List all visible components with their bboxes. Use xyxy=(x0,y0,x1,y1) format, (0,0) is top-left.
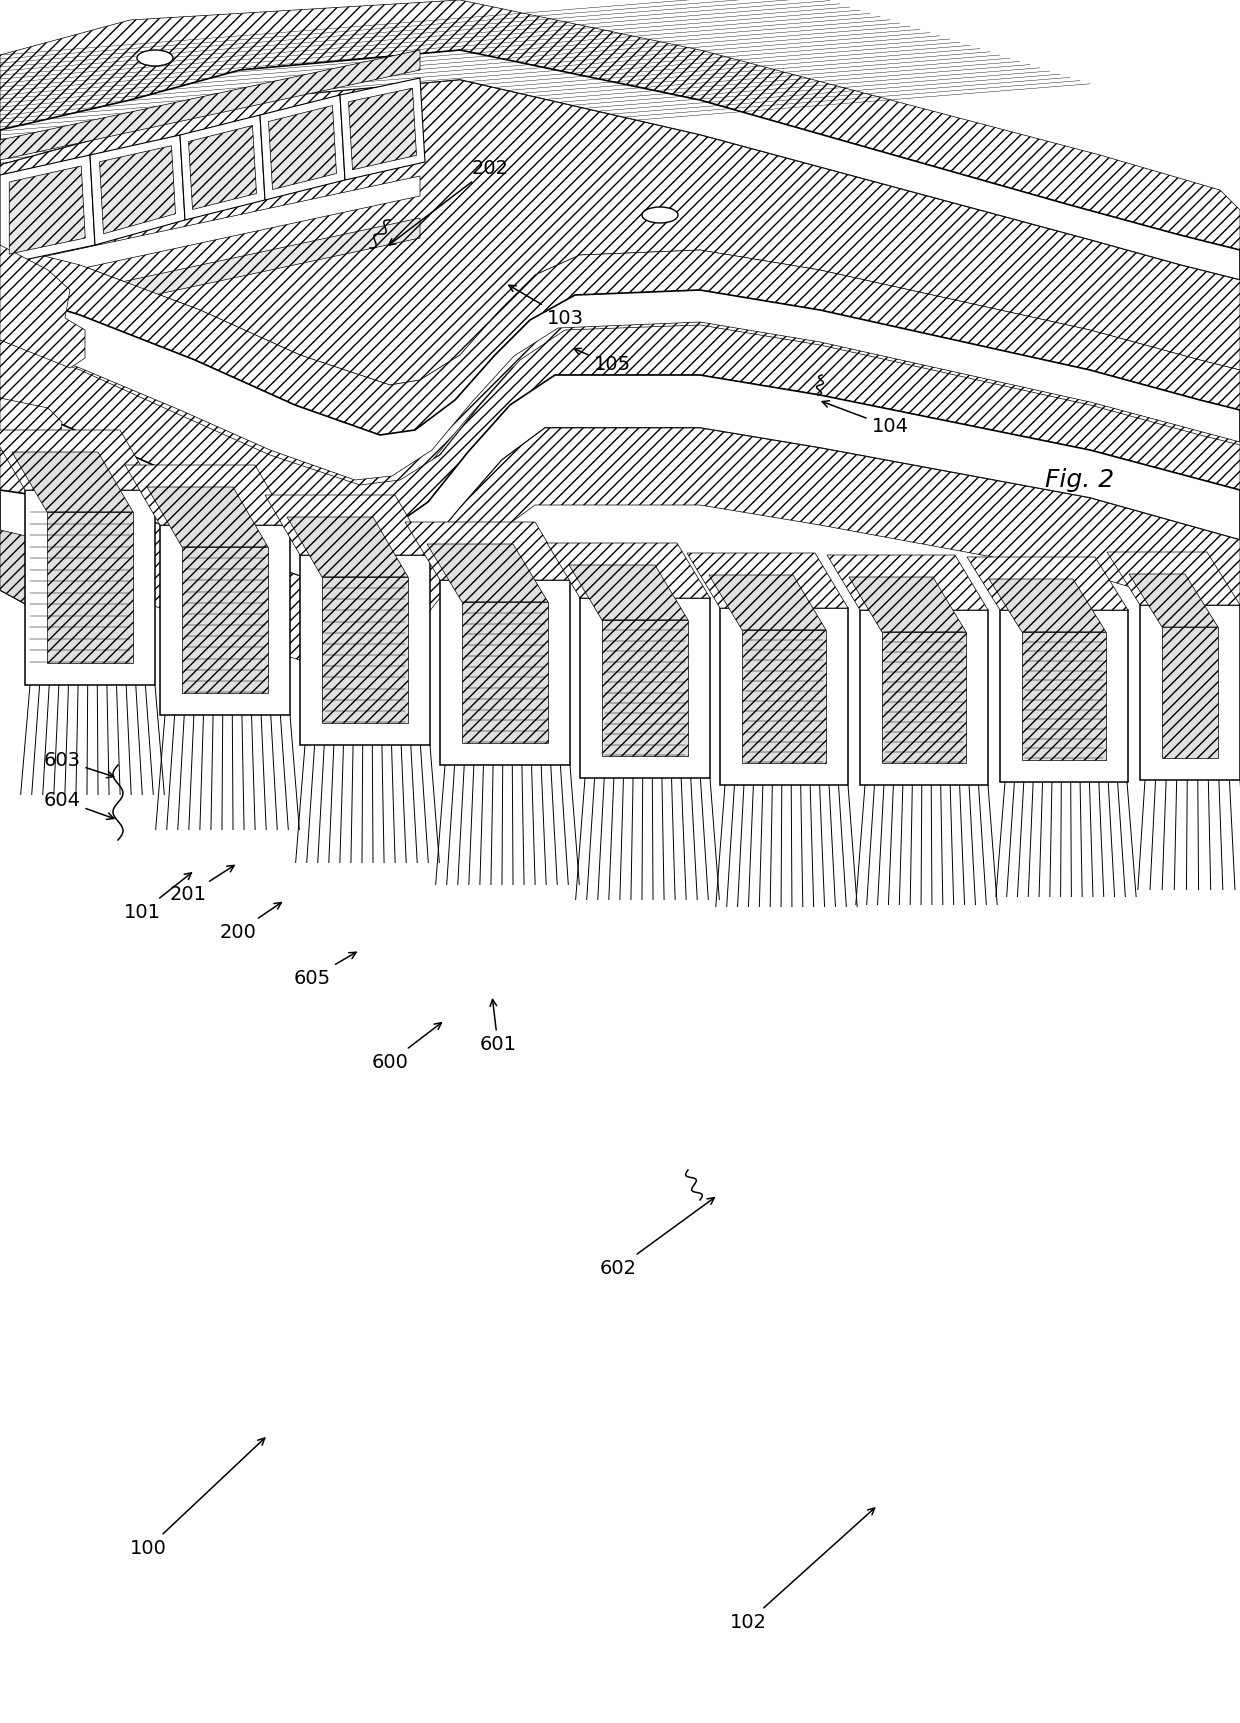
Polygon shape xyxy=(260,95,345,200)
Polygon shape xyxy=(182,546,268,693)
Polygon shape xyxy=(0,427,1240,670)
Text: 101: 101 xyxy=(124,874,191,922)
Polygon shape xyxy=(0,134,420,245)
Polygon shape xyxy=(188,126,257,210)
Ellipse shape xyxy=(136,50,174,65)
Text: 104: 104 xyxy=(822,401,909,436)
Text: 604: 604 xyxy=(43,791,114,820)
Polygon shape xyxy=(0,326,1240,536)
Polygon shape xyxy=(990,579,1106,632)
Ellipse shape xyxy=(642,207,678,222)
Polygon shape xyxy=(1128,574,1218,627)
Polygon shape xyxy=(0,79,1240,384)
Text: Fig. 2: Fig. 2 xyxy=(1045,469,1115,493)
Polygon shape xyxy=(849,577,966,632)
Polygon shape xyxy=(0,50,420,160)
Polygon shape xyxy=(0,50,1240,281)
Polygon shape xyxy=(827,555,988,610)
Polygon shape xyxy=(427,544,548,601)
Polygon shape xyxy=(47,512,133,663)
Polygon shape xyxy=(340,78,425,179)
Text: 105: 105 xyxy=(574,348,631,374)
Polygon shape xyxy=(265,495,430,555)
Polygon shape xyxy=(601,620,688,756)
Text: 201: 201 xyxy=(170,865,234,905)
Polygon shape xyxy=(99,146,176,234)
Polygon shape xyxy=(0,219,420,327)
Polygon shape xyxy=(1022,632,1106,760)
Text: 200: 200 xyxy=(219,903,281,941)
Polygon shape xyxy=(9,165,86,253)
Polygon shape xyxy=(160,526,290,715)
Polygon shape xyxy=(0,431,155,489)
Polygon shape xyxy=(709,575,826,631)
Polygon shape xyxy=(0,176,420,286)
Polygon shape xyxy=(300,555,430,744)
Text: 600: 600 xyxy=(372,1023,441,1072)
Polygon shape xyxy=(463,601,548,743)
Polygon shape xyxy=(286,517,408,577)
Polygon shape xyxy=(569,565,688,620)
Text: 100: 100 xyxy=(129,1439,264,1558)
Polygon shape xyxy=(0,322,1240,495)
Polygon shape xyxy=(0,376,1240,589)
Polygon shape xyxy=(882,632,966,763)
Polygon shape xyxy=(348,88,417,171)
Polygon shape xyxy=(742,631,826,763)
Text: 603: 603 xyxy=(43,751,114,777)
Text: 602: 602 xyxy=(599,1197,714,1277)
Polygon shape xyxy=(0,289,1240,484)
Polygon shape xyxy=(0,91,420,202)
Polygon shape xyxy=(1140,605,1240,781)
Polygon shape xyxy=(1162,627,1218,758)
Polygon shape xyxy=(269,105,336,190)
Polygon shape xyxy=(580,598,711,779)
Text: 103: 103 xyxy=(508,286,584,327)
Polygon shape xyxy=(91,134,185,245)
Polygon shape xyxy=(125,465,290,526)
Text: 601: 601 xyxy=(480,999,517,1054)
Polygon shape xyxy=(0,531,88,620)
Polygon shape xyxy=(0,398,78,477)
Polygon shape xyxy=(148,488,268,546)
Polygon shape xyxy=(0,155,95,265)
Polygon shape xyxy=(322,577,408,724)
Polygon shape xyxy=(0,489,88,620)
Polygon shape xyxy=(12,451,133,512)
Polygon shape xyxy=(0,245,1240,434)
Polygon shape xyxy=(405,522,570,581)
Polygon shape xyxy=(440,581,570,765)
Polygon shape xyxy=(861,610,988,786)
Polygon shape xyxy=(999,610,1128,782)
Text: 102: 102 xyxy=(729,1508,874,1632)
Polygon shape xyxy=(687,553,848,608)
Polygon shape xyxy=(180,115,265,221)
Text: 605: 605 xyxy=(294,953,356,987)
Polygon shape xyxy=(967,557,1128,610)
Polygon shape xyxy=(1107,551,1240,605)
Polygon shape xyxy=(0,245,86,369)
Polygon shape xyxy=(0,0,1240,250)
Polygon shape xyxy=(25,489,155,686)
Text: 202: 202 xyxy=(388,159,508,245)
Polygon shape xyxy=(720,608,848,786)
Polygon shape xyxy=(547,543,711,598)
